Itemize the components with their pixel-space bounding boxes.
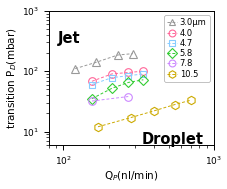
5.8 [141,79,144,81]
4.7 [126,75,129,77]
5.8 [110,87,113,89]
4.7 [90,83,93,86]
5.8 [126,81,129,84]
10.5 [152,110,155,112]
4.0 [126,71,129,74]
Line: 10.5: 10.5 [94,96,194,131]
10.5 [96,126,99,128]
3.0μm [131,53,134,55]
4.7 [141,73,144,75]
Line: 3.0μm: 3.0μm [71,50,136,72]
10.5 [173,103,175,106]
4.0 [141,70,144,72]
X-axis label: Q$_P$(nl/min): Q$_P$(nl/min) [104,170,158,184]
4.0 [90,80,93,82]
Line: 5.8: 5.8 [88,76,147,102]
Text: Jet: Jet [58,31,80,46]
4.0 [110,73,113,75]
10.5 [188,99,191,101]
5.8 [90,98,93,100]
Y-axis label: transition P$_D$(mbar): transition P$_D$(mbar) [5,27,19,129]
4.7 [110,77,113,79]
Legend: 3.0μm, 4.0, 4.7, 5.8, 7.8, 10.5: 3.0μm, 4.0, 4.7, 5.8, 7.8, 10.5 [163,15,209,82]
Line: 7.8: 7.8 [88,93,131,105]
3.0μm [74,67,76,70]
Line: 4.7: 4.7 [88,70,146,88]
10.5 [129,116,131,119]
3.0μm [116,54,119,56]
7.8 [90,100,93,102]
7.8 [126,95,129,98]
Line: 4.0: 4.0 [88,67,147,85]
Text: Droplet: Droplet [141,132,202,147]
3.0μm [94,61,97,64]
